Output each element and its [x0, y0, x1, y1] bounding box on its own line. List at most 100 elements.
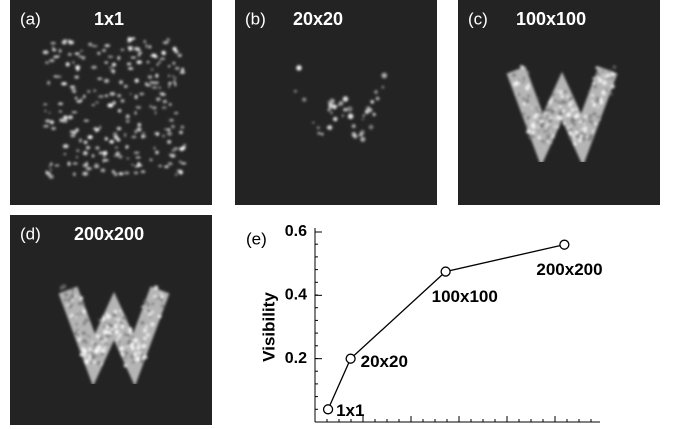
speckle — [109, 140, 114, 144]
speckle — [571, 121, 573, 123]
speckle — [591, 100, 593, 102]
speckle — [598, 78, 602, 82]
speckle — [131, 164, 133, 166]
speckle — [531, 131, 535, 135]
speckle — [91, 355, 95, 359]
speckle — [142, 132, 145, 134]
speckle — [74, 75, 78, 78]
speckle — [343, 108, 347, 112]
speckle — [567, 116, 569, 118]
speckle — [173, 147, 179, 150]
speckle — [103, 159, 105, 163]
speckle — [528, 135, 533, 140]
speckle — [588, 91, 590, 93]
speckle — [132, 136, 137, 138]
speckle — [134, 171, 138, 174]
speckle — [116, 152, 120, 156]
speckle — [559, 120, 561, 122]
speckle — [178, 54, 182, 58]
speckle — [363, 115, 365, 117]
speckle — [175, 67, 179, 70]
speckle — [141, 170, 145, 173]
speckle — [131, 57, 136, 59]
speckle — [117, 94, 121, 97]
speckle — [591, 94, 594, 97]
speckle — [376, 97, 380, 101]
speckle — [118, 345, 121, 348]
speckle — [105, 95, 108, 97]
speckle — [104, 312, 106, 314]
speckle — [116, 339, 118, 341]
speckle — [612, 74, 614, 76]
speckle — [179, 161, 182, 163]
speckle — [538, 122, 540, 124]
speckle — [127, 341, 131, 345]
speckle — [581, 128, 583, 130]
speckle — [56, 76, 62, 78]
speckle — [126, 158, 129, 160]
speckle — [573, 142, 577, 146]
speckle — [148, 75, 153, 78]
speckle — [327, 127, 329, 129]
speckle — [59, 49, 62, 53]
speckle — [183, 144, 186, 146]
speckle — [168, 162, 173, 165]
speckle — [160, 298, 164, 302]
speckle — [578, 139, 582, 143]
speckle — [512, 73, 516, 77]
speckle — [103, 330, 107, 334]
speckle — [536, 97, 539, 100]
speckle — [96, 361, 101, 366]
speckle — [353, 136, 355, 138]
speckle — [77, 331, 79, 333]
speckle — [137, 343, 140, 346]
speckle — [112, 70, 115, 74]
speckle — [550, 119, 553, 122]
speckle — [71, 288, 75, 292]
speckle — [103, 154, 105, 158]
speckle — [133, 338, 138, 343]
speckle — [73, 173, 75, 176]
speckle — [44, 110, 46, 113]
speckle — [126, 120, 130, 122]
speckle — [607, 74, 610, 77]
speckle — [135, 111, 137, 114]
speckle — [515, 81, 520, 86]
speckle — [152, 86, 158, 88]
speckle — [75, 97, 78, 100]
speckle — [593, 122, 596, 125]
speckle — [595, 66, 598, 69]
speckle — [82, 57, 86, 60]
speckle — [517, 93, 520, 96]
speckle — [136, 357, 140, 361]
speckle — [132, 336, 135, 339]
speckle — [148, 45, 151, 48]
speckle — [134, 353, 137, 356]
speckle — [151, 311, 154, 314]
speckle — [89, 336, 91, 338]
speckle — [162, 134, 164, 137]
speckle — [107, 334, 110, 337]
speckle — [173, 77, 176, 79]
speckle — [577, 135, 579, 137]
speckle — [75, 128, 79, 132]
speckle — [80, 335, 82, 337]
speckle — [164, 166, 169, 168]
speckle — [531, 107, 533, 109]
speckle — [104, 342, 107, 345]
speckle — [158, 165, 162, 167]
speckle — [95, 101, 99, 103]
speckle — [72, 317, 74, 319]
speckle — [167, 132, 172, 136]
speckle — [149, 316, 151, 318]
speckle — [108, 343, 110, 345]
speckle — [87, 90, 90, 93]
speckle — [550, 142, 552, 144]
speckle — [151, 69, 153, 71]
speckle — [145, 82, 147, 85]
image-panel: (c)100x100 — [458, 0, 660, 205]
speckle — [597, 106, 599, 108]
speckle — [329, 106, 332, 109]
speckle — [119, 310, 121, 312]
speckle — [553, 118, 555, 120]
